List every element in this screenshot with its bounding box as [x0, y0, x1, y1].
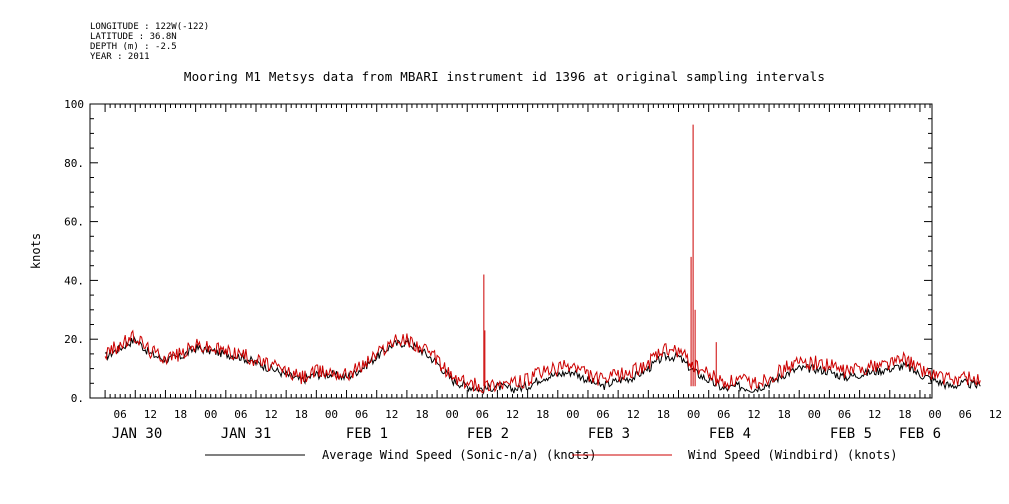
axis-labels: 0. 20. 40. 60. 80. 100 knots 06 12 18 00 06 12 18 00 06…	[29, 98, 1002, 442]
y-axis-label: knots	[29, 233, 43, 269]
y-tick-label: 100	[64, 98, 84, 111]
x-hour-label: 18	[295, 408, 308, 421]
x-hour-label: 06	[234, 408, 247, 421]
x-hour-label: 06	[114, 408, 127, 421]
x-day-label: JAN 31	[221, 426, 272, 442]
x-day-label: JAN 30	[112, 426, 163, 442]
x-hour-label: 12	[747, 408, 760, 421]
x-hour-label: 06	[717, 408, 730, 421]
x-hour-label: 12	[144, 408, 157, 421]
x-hour-label: 00	[566, 408, 579, 421]
y-tick-label: 60.	[64, 216, 84, 229]
latitude-label: LATITUDE : 36.8N	[90, 32, 177, 42]
x-hour-label: 00	[446, 408, 459, 421]
legend: Average Wind Speed (Sonic-n/a) (knots) Wi…	[205, 448, 898, 462]
x-hour-label: 00	[687, 408, 700, 421]
longitude-label: LONGITUDE : 122W(-122)	[90, 22, 210, 32]
legend-label-windbird: Wind Speed (Windbird) (knots)	[688, 448, 898, 462]
windbird-series-line	[104, 329, 981, 394]
x-hour-label: 00	[928, 408, 941, 421]
y-tick-label: 80.	[64, 157, 84, 170]
x-day-label: FEB 6	[899, 426, 941, 442]
x-hour-label: 18	[657, 408, 670, 421]
x-hour-label: 06	[838, 408, 851, 421]
x-hour-label: 18	[898, 408, 911, 421]
x-day-label: FEB 1	[346, 426, 388, 442]
x-hour-label: 12	[385, 408, 398, 421]
metadata-block: LONGITUDE : 122W(-122) LATITUDE : 36.8N …	[90, 22, 209, 62]
x-hour-label: 18	[415, 408, 428, 421]
x-day-label: FEB 4	[709, 426, 751, 442]
y-tick-label: 20.	[64, 333, 84, 346]
x-hour-label: 00	[325, 408, 338, 421]
x-hour-label: 06	[596, 408, 609, 421]
year-label: YEAR : 2011	[90, 52, 150, 62]
depth-label: DEPTH (m) : -2.5	[90, 42, 177, 52]
y-tick-label: 40.	[64, 274, 84, 287]
series-lines	[104, 124, 981, 395]
x-hour-label: 12	[627, 408, 640, 421]
x-day-label: FEB 3	[588, 426, 630, 442]
x-hour-label: 06	[959, 408, 972, 421]
x-hour-label: 12	[989, 408, 1002, 421]
legend-label-sonic: Average Wind Speed (Sonic-n/a) (knots)	[322, 448, 597, 462]
y-tick-label: 0.	[71, 392, 84, 405]
x-hour-label: 18	[174, 408, 187, 421]
x-hour-label: 12	[868, 408, 881, 421]
x-hour-label: 00	[808, 408, 821, 421]
x-hour-label: 18	[536, 408, 549, 421]
x-day-label: FEB 5	[830, 426, 872, 442]
x-day-label: FEB 2	[467, 426, 509, 442]
axes	[89, 103, 933, 399]
x-hour-label: 12	[264, 408, 277, 421]
x-hour-label: 18	[778, 408, 791, 421]
x-hour-label: 12	[506, 408, 519, 421]
x-hour-label: 00	[204, 408, 217, 421]
x-hour-label: 06	[476, 408, 489, 421]
chart-title: Mooring M1 Metsys data from MBARI instru…	[183, 69, 826, 84]
sonic-series-line	[104, 335, 981, 395]
x-hour-label: 06	[355, 408, 368, 421]
